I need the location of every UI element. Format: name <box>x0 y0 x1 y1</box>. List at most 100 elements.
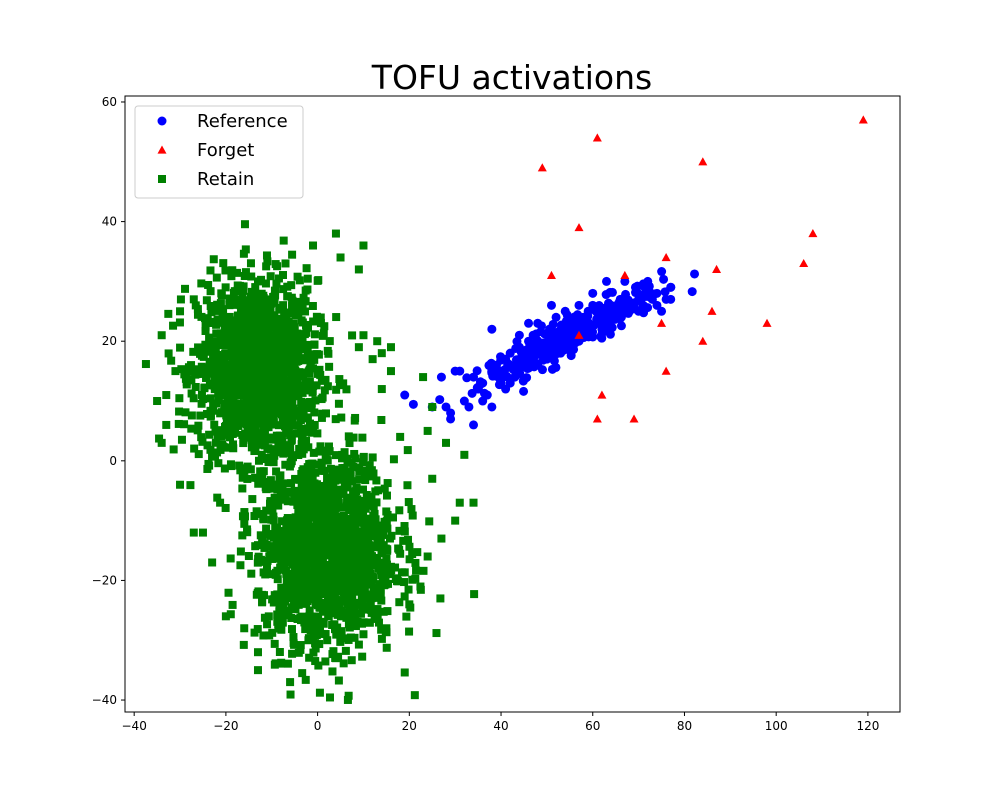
retain-point <box>321 529 330 538</box>
retain-point <box>256 531 265 540</box>
retain-point <box>273 485 282 494</box>
retain-point <box>254 433 263 442</box>
retain-point <box>169 321 178 330</box>
retain-point <box>366 549 375 558</box>
retain-point <box>206 266 215 275</box>
retain-point <box>287 479 296 488</box>
retain-point <box>278 381 287 390</box>
retain-point <box>285 462 294 471</box>
retain-point <box>303 340 312 349</box>
retain-point <box>359 241 368 250</box>
retain-point <box>288 301 297 310</box>
retain-point <box>255 346 264 355</box>
retain-point <box>177 435 186 444</box>
retain-point <box>273 338 282 347</box>
retain-point <box>342 595 351 604</box>
retain-point <box>318 393 327 402</box>
retain-point <box>253 319 262 328</box>
retain-point <box>377 596 386 605</box>
retain-point <box>248 495 257 504</box>
retain-point <box>296 416 305 425</box>
series-retain <box>141 220 479 704</box>
retain-point <box>242 381 251 390</box>
retain-point <box>181 284 190 293</box>
retain-point <box>216 329 225 338</box>
retain-point <box>437 534 446 543</box>
retain-point <box>262 343 271 352</box>
x-tick-label: 20 <box>402 719 417 733</box>
retain-point <box>295 444 304 453</box>
reference-point <box>607 323 617 333</box>
retain-point <box>332 313 341 322</box>
retain-point <box>209 337 218 346</box>
retain-point <box>309 448 318 457</box>
retain-point <box>205 363 214 372</box>
retain-point <box>302 328 311 337</box>
retain-point <box>339 379 348 388</box>
retain-point <box>287 625 296 634</box>
reference-point <box>602 312 612 322</box>
retain-point <box>239 312 248 321</box>
retain-point <box>190 444 199 453</box>
retain-point <box>257 509 266 518</box>
retain-point <box>380 484 389 493</box>
retain-point <box>287 591 296 600</box>
retain-point <box>164 309 173 318</box>
retain-point <box>358 566 367 575</box>
retain-point <box>221 283 230 292</box>
reference-point <box>687 287 697 297</box>
retain-point <box>354 265 363 274</box>
retain-point <box>320 539 329 548</box>
retain-point <box>351 566 360 575</box>
retain-point <box>307 399 316 408</box>
retain-point <box>281 340 290 349</box>
retain-point <box>176 307 185 316</box>
reference-point <box>469 420 479 430</box>
forget-point <box>698 157 708 166</box>
retain-point <box>221 503 230 512</box>
retain-point <box>374 618 383 627</box>
retain-point <box>230 319 239 328</box>
retain-point <box>377 634 386 643</box>
retain-point <box>309 352 318 361</box>
y-tick-label: 60 <box>102 95 117 109</box>
retain-point <box>315 551 324 560</box>
retain-point <box>325 693 334 702</box>
retain-point <box>275 607 284 616</box>
retain-point <box>343 695 352 704</box>
retain-point <box>261 333 270 342</box>
retain-point <box>366 523 375 532</box>
retain-point <box>259 631 268 640</box>
retain-point <box>353 617 362 626</box>
retain-point <box>241 347 250 356</box>
retain-point <box>328 553 337 562</box>
retain-point <box>321 630 330 639</box>
retain-point <box>285 309 294 318</box>
retain-point <box>272 279 281 288</box>
retain-point <box>258 408 267 417</box>
reference-point <box>408 399 418 409</box>
retain-point <box>298 388 307 397</box>
retain-point <box>239 472 248 481</box>
retain-point <box>347 458 356 467</box>
retain-point <box>319 329 328 338</box>
retain-point <box>377 349 386 358</box>
retain-point <box>287 452 296 461</box>
retain-point <box>264 444 273 453</box>
retain-point <box>279 285 288 294</box>
retain-point <box>278 271 287 280</box>
retain-point <box>394 544 403 553</box>
reference-point <box>657 306 667 316</box>
retain-point <box>339 634 348 643</box>
retain-point <box>278 417 287 426</box>
retain-point <box>189 347 198 356</box>
retain-point <box>404 535 413 544</box>
retain-point <box>358 433 367 442</box>
retain-point <box>323 480 332 489</box>
retain-point <box>250 512 259 521</box>
retain-point <box>400 527 409 536</box>
retain-point <box>286 569 295 578</box>
retain-point <box>250 628 259 637</box>
retain-point <box>212 329 221 338</box>
retain-point <box>260 295 269 304</box>
